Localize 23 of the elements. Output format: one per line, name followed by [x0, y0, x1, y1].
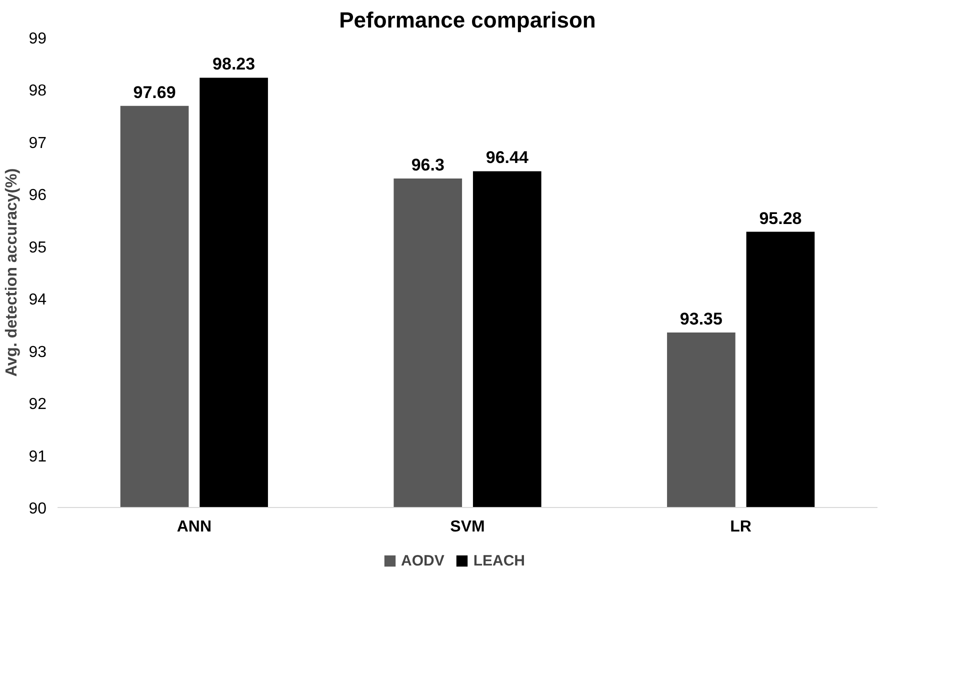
x-tick-label: ANN: [176, 518, 212, 536]
y-tick-label: 90: [28, 500, 47, 518]
data-label: 93.35: [680, 310, 722, 329]
y-tick-label: 94: [28, 292, 47, 309]
data-label: 96.44: [486, 148, 529, 168]
data-label: 98.23: [212, 54, 256, 74]
legend-label: AODV: [400, 552, 444, 569]
y-tick-label: 98: [28, 82, 47, 100]
y-tick-label: 99: [28, 30, 47, 48]
x-tick-label: LR: [730, 518, 752, 536]
y-tick-label: 96: [28, 187, 47, 204]
y-tick-label: 92: [28, 396, 47, 414]
y-tick-label: 97: [28, 134, 47, 152]
y-axis-title: Avg. detection accuracy(%): [4, 168, 21, 377]
y-tick-label: 95: [28, 239, 47, 256]
legend-label: LEACH: [473, 552, 526, 569]
y-tick-label: 91: [28, 448, 47, 466]
x-tick-label: SVM: [450, 518, 485, 536]
data-label: 95.28: [759, 208, 802, 228]
data-label: 97.69: [133, 82, 176, 102]
y-tick-label: 93: [28, 344, 47, 361]
chart-title: Peformance comparison: [339, 8, 596, 32]
data-label: 96.3: [411, 156, 444, 174]
